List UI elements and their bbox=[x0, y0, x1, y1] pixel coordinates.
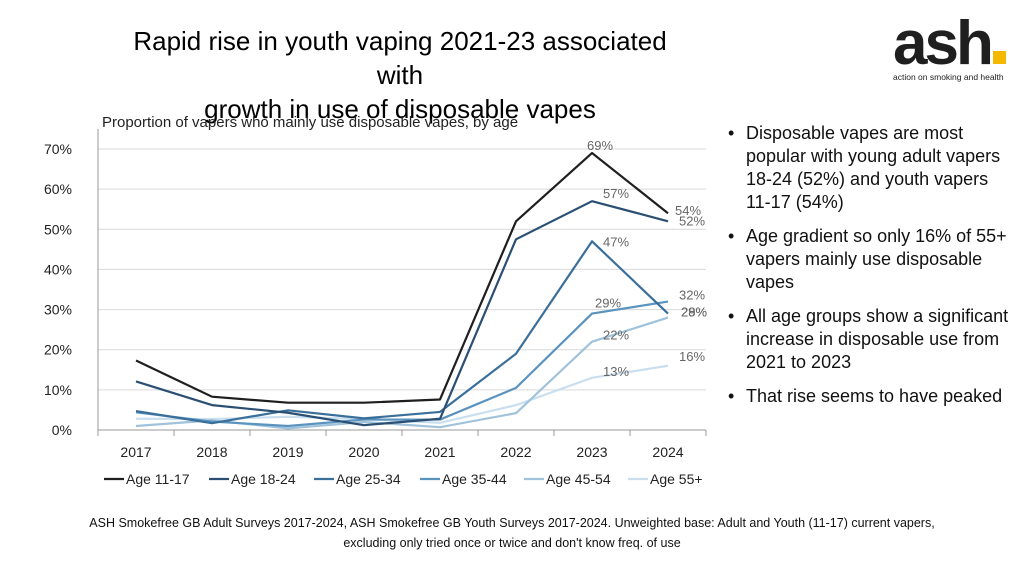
data-label: 28% bbox=[681, 305, 707, 320]
data-label: 47% bbox=[603, 234, 629, 249]
y-tick-label: 40% bbox=[44, 261, 72, 277]
logo-word: ash bbox=[893, 9, 994, 78]
legend-label: Age 55+ bbox=[650, 471, 703, 487]
data-label: 32% bbox=[679, 288, 705, 303]
data-label: 57% bbox=[603, 186, 629, 201]
data-label: 69% bbox=[587, 138, 613, 153]
data-label: 16% bbox=[679, 349, 705, 364]
slide-title-line-2: growth in use of disposable vapes bbox=[204, 94, 596, 124]
legend-label: Age 25-34 bbox=[336, 471, 401, 487]
slide-title-line-1: Rapid rise in youth vaping 2021-23 assoc… bbox=[133, 26, 667, 90]
x-tick-label: 2022 bbox=[500, 444, 531, 460]
series-line-age-35-44 bbox=[135, 300, 669, 428]
key-point: That rise seems to have peaked bbox=[726, 385, 1011, 408]
footnote-line-1: ASH Smokefree GB Adult Surveys 2017-2024… bbox=[89, 516, 935, 530]
slide-title: Rapid rise in youth vaping 2021-23 assoc… bbox=[110, 24, 690, 126]
logo-tagline: action on smoking and health bbox=[893, 72, 1004, 82]
x-tick-label: 2020 bbox=[348, 444, 379, 460]
key-point: Disposable vapes are most popular with y… bbox=[726, 122, 1011, 214]
y-tick-label: 10% bbox=[44, 382, 72, 398]
logo-wordmark: ash bbox=[893, 13, 1015, 75]
x-tick-label: 2018 bbox=[196, 444, 227, 460]
data-label: 29% bbox=[681, 305, 707, 320]
y-tick-label: 0% bbox=[52, 422, 72, 438]
y-tick-label: 30% bbox=[44, 302, 72, 318]
x-tick-label: 2019 bbox=[272, 444, 303, 460]
key-points-list: Disposable vapes are most popular with y… bbox=[726, 122, 1011, 419]
legend-label: Age 35-44 bbox=[442, 471, 507, 487]
series-line-age-18-24 bbox=[135, 200, 669, 427]
x-tick-label: 2021 bbox=[424, 444, 455, 460]
data-label: 13% bbox=[603, 364, 629, 379]
x-tick-label: 2023 bbox=[576, 444, 607, 460]
series-line-age-45-54 bbox=[135, 316, 669, 430]
legend-label: Age 18-24 bbox=[231, 471, 296, 487]
data-label: 54% bbox=[675, 203, 701, 218]
data-label: 29% bbox=[595, 296, 621, 311]
y-tick-label: 60% bbox=[44, 181, 72, 197]
key-point: All age groups show a significant increa… bbox=[726, 305, 1011, 374]
footnote-line-2: excluding only tried once or twice and d… bbox=[343, 536, 681, 550]
x-tick-label: 2017 bbox=[120, 444, 151, 460]
y-tick-label: 20% bbox=[44, 342, 72, 358]
legend-label: Age 11-17 bbox=[126, 471, 190, 487]
y-tick-label: 70% bbox=[44, 141, 72, 157]
data-label: 52% bbox=[679, 213, 705, 228]
ash-logo: ash action on smoking and health bbox=[893, 13, 1015, 82]
series-line-age-25-34 bbox=[135, 240, 669, 425]
key-point: Age gradient so only 16% of 55+ vapers m… bbox=[726, 225, 1011, 294]
source-footnote: ASH Smokefree GB Adult Surveys 2017-2024… bbox=[40, 513, 984, 553]
legend-label: Age 45-54 bbox=[546, 471, 611, 487]
y-tick-label: 50% bbox=[44, 221, 72, 237]
logo-dot-icon bbox=[992, 51, 1006, 64]
series-line-age-11-17 bbox=[135, 151, 669, 404]
data-label: 22% bbox=[603, 328, 629, 343]
x-tick-label: 2024 bbox=[652, 444, 683, 460]
chart-title: Proportion of vapers who mainly use disp… bbox=[102, 114, 519, 131]
